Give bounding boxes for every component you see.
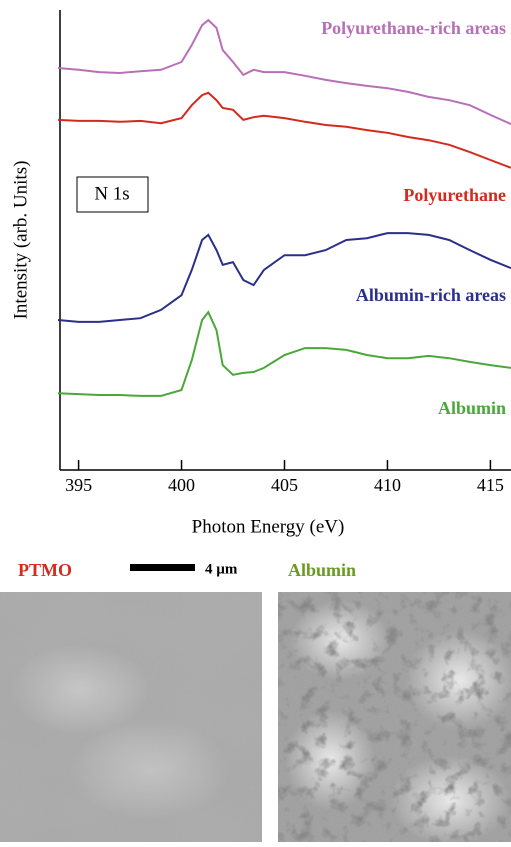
micrograph-label: Albumin	[288, 560, 356, 580]
x-tick-label: 410	[374, 475, 401, 495]
series-label: Polyurethane	[403, 185, 506, 205]
scale-bar	[130, 564, 195, 571]
y-axis-label: Intensity (arb. Units)	[10, 161, 31, 320]
series-label: Albumin	[438, 398, 506, 418]
micrograph-texture	[278, 592, 511, 842]
line-series	[57, 310, 511, 397]
line-series	[57, 18, 511, 126]
line-series	[57, 91, 511, 169]
x-tick-label: 400	[168, 475, 195, 495]
scale-bar-label: 4 µm	[205, 561, 238, 577]
series-label: Polyurethane-rich areas	[321, 18, 506, 38]
annotation-box	[76, 176, 149, 213]
micrograph-texture	[0, 592, 262, 842]
series-label: Albumin-rich areas	[356, 285, 506, 305]
line-series	[57, 232, 511, 323]
x-tick-label: 405	[271, 475, 298, 495]
annotation: N 1s	[94, 183, 129, 204]
x-axis-label: Photon Energy (eV)	[192, 516, 345, 537]
x-tick-label: 395	[65, 475, 92, 495]
micrograph-label: PTMO	[18, 560, 72, 580]
x-tick-label: 415	[477, 475, 504, 495]
